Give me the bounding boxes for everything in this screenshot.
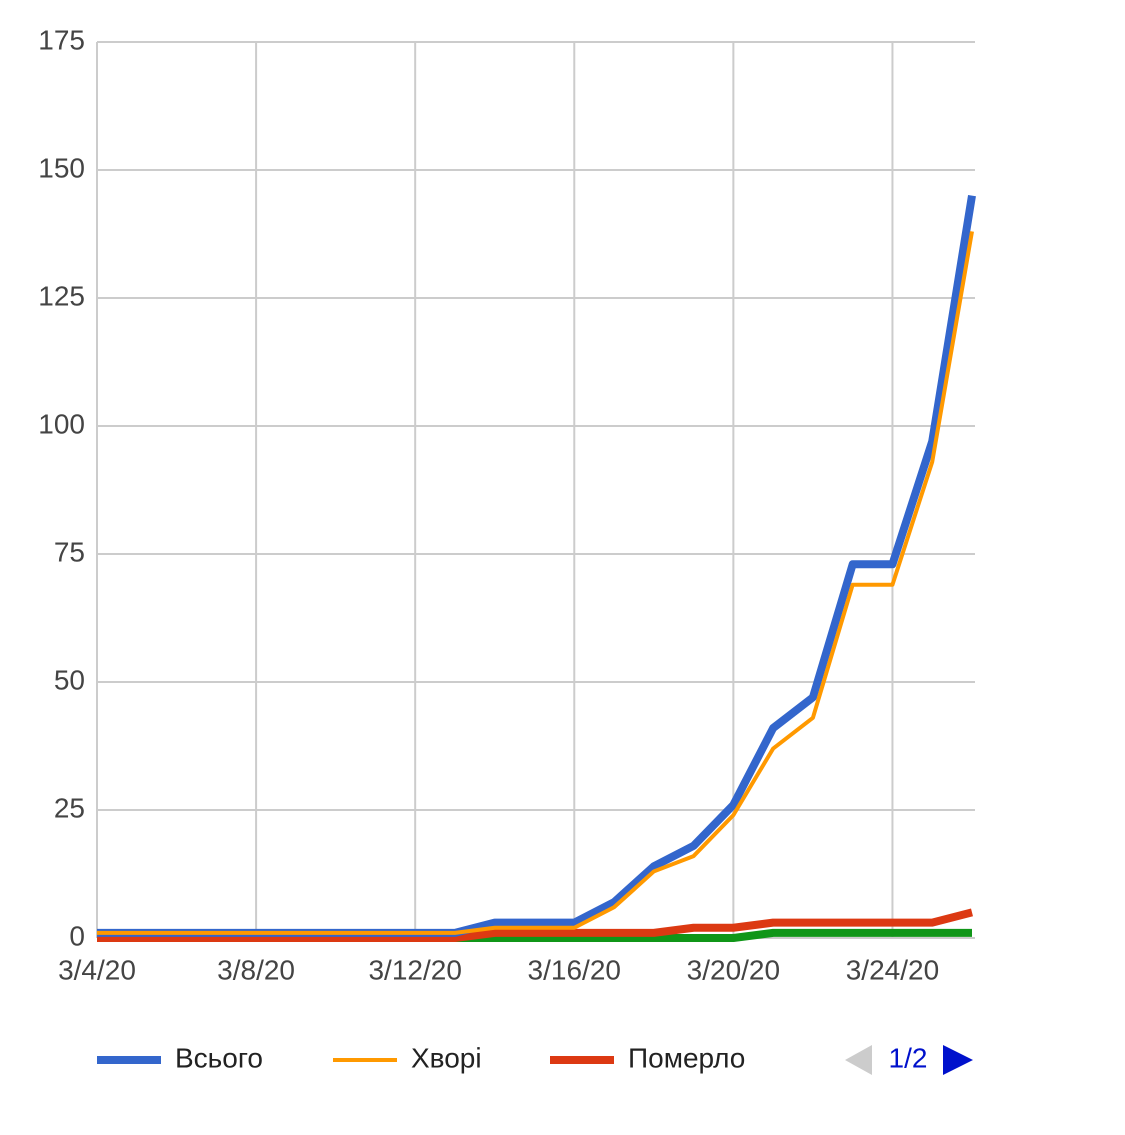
legend-label: Всього [175,1042,263,1073]
x-tick-label: 3/24/20 [846,954,939,985]
series-line [97,908,973,942]
x-tick-label: 3/8/20 [217,954,295,985]
legend-page: 1/2 [889,1042,928,1073]
y-tick-label: 175 [38,24,85,55]
legend-label: Померло [628,1042,745,1073]
x-tick-label: 3/16/20 [528,954,621,985]
y-tick-label: 100 [38,408,85,439]
series-line [97,231,974,935]
y-tick-label: 25 [54,792,85,823]
y-tick-label: 125 [38,280,85,311]
y-tick-label: 75 [54,536,85,567]
legend-next[interactable] [943,1045,973,1075]
x-tick-label: 3/20/20 [687,954,780,985]
legend-label: Хворі [411,1042,482,1073]
series-line [97,194,976,937]
x-tick-label: 3/4/20 [58,954,136,985]
legend-prev[interactable] [845,1045,872,1075]
plot: 0 25 50 75 100 125 150 175 3/4/20 3/8/20 3/12/20 3/… [38,24,976,1073]
y-tick-label: 150 [38,152,85,183]
y-tick-label: 50 [54,664,85,695]
y-tick-label: 0 [69,920,85,951]
x-tick-label: 3/12/20 [368,954,461,985]
